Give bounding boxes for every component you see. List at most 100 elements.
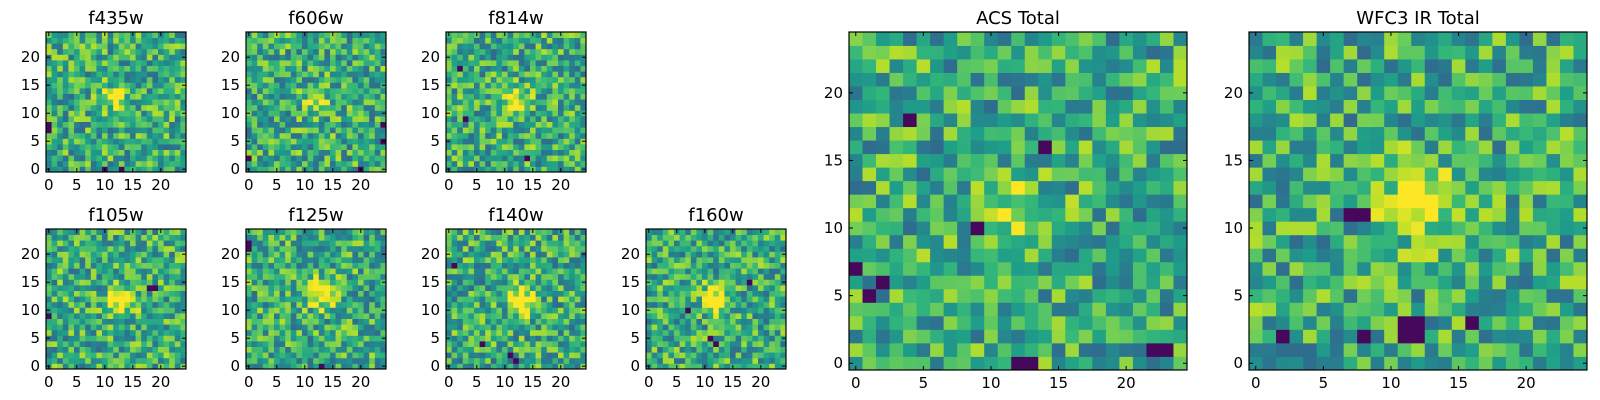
heatmap-cell	[746, 346, 753, 353]
heatmap-cell	[496, 166, 503, 173]
heatmap-cell	[251, 296, 258, 303]
heatmap-cell	[718, 240, 725, 247]
heatmap-cell	[369, 240, 376, 247]
heatmap-cell	[68, 318, 75, 325]
heatmap-cell	[268, 318, 275, 325]
heatmap-cell	[124, 82, 131, 89]
heatmap-cell	[358, 132, 364, 139]
heatmap-cell	[251, 132, 258, 139]
heatmap-cell	[107, 43, 114, 50]
heatmap-cell	[730, 234, 736, 241]
heatmap-cell	[724, 262, 731, 269]
heatmap-cell	[657, 268, 664, 275]
heatmap-cell	[124, 273, 131, 280]
heatmap-cell	[569, 234, 576, 241]
x-tick-label: 20	[551, 176, 570, 194]
heatmap-cell	[1119, 194, 1134, 209]
heatmap-cell	[268, 352, 275, 359]
heatmap-cell	[479, 357, 486, 364]
heatmap-cell	[490, 335, 497, 342]
heatmap-cell	[290, 257, 297, 263]
heatmap-cell	[369, 65, 376, 72]
heatmap-cell	[158, 65, 164, 72]
heatmap-cell	[741, 285, 748, 291]
heatmap-cell	[318, 43, 325, 50]
heatmap-cell	[374, 76, 381, 83]
heatmap-cell	[535, 160, 542, 167]
heatmap-cell	[479, 318, 486, 325]
heatmap-cell	[335, 240, 342, 247]
heatmap-cell	[657, 324, 664, 331]
heatmap-cell	[563, 166, 570, 173]
heatmap-cell	[685, 307, 692, 314]
heatmap-cell	[146, 346, 153, 353]
heatmap-cell	[57, 296, 64, 303]
heatmap-cell	[479, 229, 486, 235]
heatmap-cell	[363, 313, 370, 319]
heatmap-cell	[574, 144, 581, 150]
heatmap-cell	[758, 257, 764, 263]
heatmap-cell	[530, 329, 536, 336]
heatmap-cell	[251, 121, 258, 128]
heatmap-cell	[502, 60, 508, 66]
heatmap-cell	[468, 346, 475, 353]
heatmap-cell	[307, 116, 314, 122]
heatmap-cell	[302, 43, 308, 50]
heatmap-cell	[96, 257, 103, 263]
heatmap-cell	[490, 262, 497, 269]
heatmap-cell	[541, 296, 548, 303]
heatmap-cell	[462, 88, 469, 94]
heatmap-cell	[507, 88, 514, 94]
heatmap-cell	[507, 324, 514, 331]
heatmap-cell	[85, 279, 92, 286]
heatmap-cell	[135, 352, 142, 359]
heatmap-cell	[380, 71, 387, 78]
heatmap-cell	[780, 290, 787, 297]
heatmap-cell	[569, 99, 576, 106]
heatmap-cell	[490, 60, 497, 66]
heatmap-cell	[51, 99, 58, 106]
heatmap-cell	[290, 160, 297, 167]
heatmap-cell	[541, 285, 548, 291]
heatmap-cell	[502, 110, 508, 117]
heatmap-cell	[268, 160, 275, 167]
heatmap-cell	[943, 207, 958, 222]
heatmap-cell	[496, 229, 503, 235]
heatmap-cell	[341, 127, 348, 134]
heatmap-cell	[769, 273, 776, 280]
heatmap-cell	[290, 357, 297, 364]
heatmap-cell	[380, 144, 387, 150]
heatmap-cell	[62, 166, 69, 173]
heatmap-cell	[274, 48, 280, 55]
heatmap-cell	[374, 88, 381, 94]
heatmap-cell	[580, 132, 587, 139]
heatmap-cell	[569, 279, 576, 286]
heatmap-cell	[735, 346, 742, 353]
heatmap-cell	[374, 149, 381, 156]
heatmap-cell	[135, 357, 142, 364]
heatmap-cell	[468, 341, 475, 347]
heatmap-cell	[330, 116, 336, 122]
heatmap-cell	[169, 296, 176, 303]
heatmap-cell	[530, 234, 536, 241]
heatmap-cell	[90, 155, 97, 162]
heatmap-cell	[535, 121, 542, 128]
heatmap-cell	[146, 290, 153, 297]
heatmap-cell	[262, 37, 269, 44]
heatmap-cell	[352, 290, 359, 297]
heatmap-cell	[446, 301, 452, 308]
heatmap-cell	[296, 82, 303, 89]
heatmap-cell	[446, 346, 452, 353]
heatmap-cell	[718, 262, 725, 269]
heatmap-cell	[490, 88, 497, 94]
heatmap-cell	[324, 251, 331, 258]
heatmap-cell	[130, 279, 136, 286]
heatmap-cell	[462, 43, 469, 50]
heatmap-cell	[474, 88, 480, 94]
heatmap-cell	[257, 166, 264, 173]
heatmap-cell	[535, 88, 542, 94]
heatmap-cell	[358, 257, 364, 263]
heatmap-cell	[752, 318, 759, 325]
heatmap-cell	[251, 99, 258, 106]
heatmap-cell	[943, 234, 958, 249]
